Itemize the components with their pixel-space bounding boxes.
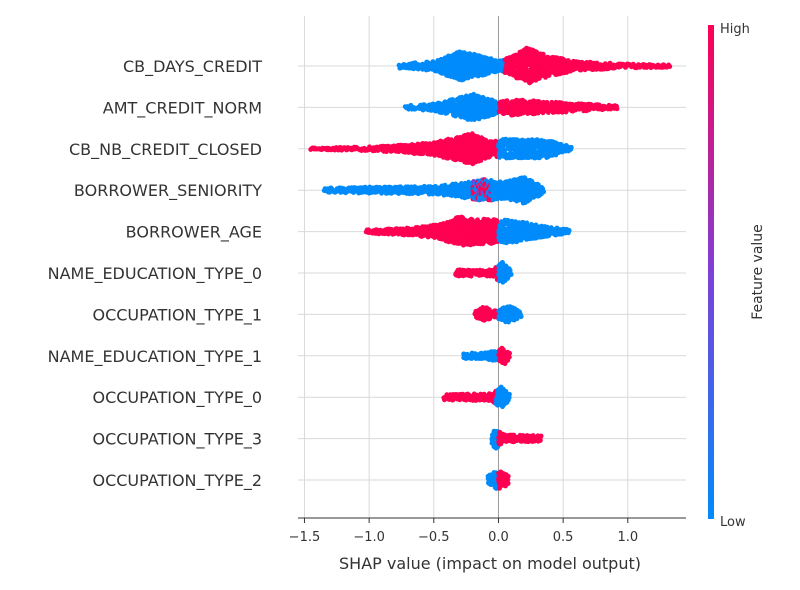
shap-point bbox=[667, 64, 673, 69]
dots-layer bbox=[308, 45, 673, 491]
shap-point bbox=[547, 71, 553, 76]
shap-point bbox=[420, 151, 426, 157]
shap-point bbox=[568, 144, 574, 150]
shap-point bbox=[541, 189, 547, 195]
shap-point bbox=[523, 65, 529, 71]
shap-point bbox=[614, 106, 620, 112]
